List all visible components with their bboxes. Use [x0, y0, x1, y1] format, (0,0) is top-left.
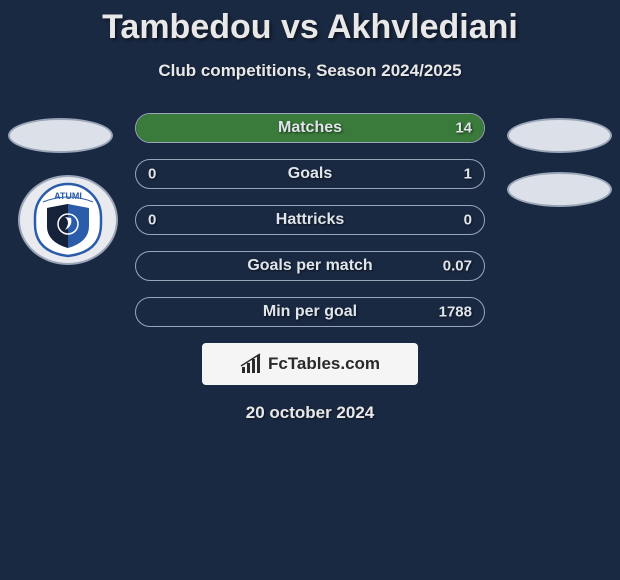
- stat-bar: Hattricks 0 0: [135, 205, 485, 235]
- bar-chart-icon: [240, 353, 262, 375]
- stat-row: Hattricks 0 0: [135, 205, 485, 235]
- stat-value-right: 1: [464, 166, 472, 183]
- attribution-text: FcTables.com: [268, 354, 380, 374]
- date-label: 20 october 2024: [0, 403, 620, 423]
- page-subtitle: Club competitions, Season 2024/2025: [0, 61, 620, 81]
- stat-label: Hattricks: [276, 211, 344, 229]
- stat-bar: Goals 0 1: [135, 159, 485, 189]
- stat-bar: Goals per match 0.07: [135, 251, 485, 281]
- stats-section: Matches 14 Goals 0 1 Hattricks 0 0 Goals per mat…: [0, 113, 620, 423]
- stat-value-right: 0: [464, 212, 472, 229]
- page-title: Tambedou vs Akhvlediani: [0, 0, 620, 47]
- stat-label: Goals per match: [247, 257, 372, 275]
- stat-row: Goals 0 1: [135, 159, 485, 189]
- stat-row: Matches 14: [135, 113, 485, 143]
- stat-value-right: 14: [455, 120, 472, 137]
- stat-row: Min per goal 1788: [135, 297, 485, 327]
- stat-row: Goals per match 0.07: [135, 251, 485, 281]
- attribution-badge: FcTables.com: [202, 343, 418, 385]
- stat-label: Min per goal: [263, 303, 357, 321]
- stat-value-right: 1788: [439, 304, 472, 321]
- stat-label: Matches: [278, 119, 342, 137]
- stat-bar: Matches 14: [135, 113, 485, 143]
- stat-value-left: 0: [148, 212, 156, 229]
- stat-value-left: 0: [148, 166, 156, 183]
- stat-label: Goals: [288, 165, 332, 183]
- stat-bar: Min per goal 1788: [135, 297, 485, 327]
- stat-value-right: 0.07: [443, 258, 472, 275]
